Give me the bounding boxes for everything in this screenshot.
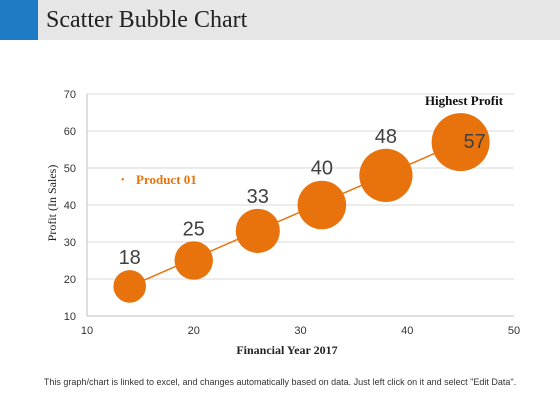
y-tick-label: 70 xyxy=(64,89,76,101)
y-tick-label: 10 xyxy=(64,311,76,323)
bubble-point xyxy=(297,180,347,230)
bubble-point xyxy=(113,270,146,303)
label-layer: 18 25 33 40 48 57 xyxy=(119,126,486,269)
data-label: 57 xyxy=(464,131,486,153)
y-tick-label: 30 xyxy=(64,237,76,249)
x-tick-label: 30 xyxy=(294,325,306,337)
data-label: 40 xyxy=(311,158,333,180)
bubble-layer xyxy=(113,113,490,303)
bubble-point xyxy=(174,241,213,280)
bubble-point xyxy=(235,208,280,253)
y-tick-label: 20 xyxy=(64,274,76,286)
x-tick-label: 50 xyxy=(508,325,520,337)
legend-label: Product 01 xyxy=(136,172,197,187)
data-label: 48 xyxy=(375,126,397,148)
x-tick-label: 10 xyxy=(81,325,93,337)
bubble-point xyxy=(359,148,413,203)
x-tick-label: 20 xyxy=(188,325,200,337)
legend-bullet-icon: • xyxy=(121,175,125,186)
axis-layer: 10 20 30 40 50 60 70 10 20 30 40 50 xyxy=(64,89,520,337)
y-tick-label: 40 xyxy=(64,200,76,212)
scatter-bubble-chart[interactable]: 10 20 30 40 50 60 70 10 20 30 40 50 18 25 33 40 48 57 Pr… xyxy=(0,40,560,375)
bubble-point xyxy=(431,113,490,172)
data-label: 33 xyxy=(247,186,269,208)
page-title: Scatter Bubble Chart xyxy=(46,7,248,33)
x-tick-label: 40 xyxy=(401,325,413,337)
x-axis-title: Financial Year 2017 xyxy=(236,343,337,357)
legend: • Product 01 xyxy=(121,172,197,187)
y-axis-title: Profit (In Sales) xyxy=(45,165,59,242)
y-tick-label: 60 xyxy=(64,126,76,138)
footer-note: This graph/chart is linked to excel, and… xyxy=(43,377,517,387)
data-label: 25 xyxy=(183,218,205,240)
title-bar: Scatter Bubble Chart xyxy=(0,0,560,40)
annotation-highest-profit: Highest Profit xyxy=(425,93,504,108)
data-label: 18 xyxy=(119,247,141,269)
y-tick-label: 50 xyxy=(64,163,76,175)
title-accent-block xyxy=(0,0,38,40)
